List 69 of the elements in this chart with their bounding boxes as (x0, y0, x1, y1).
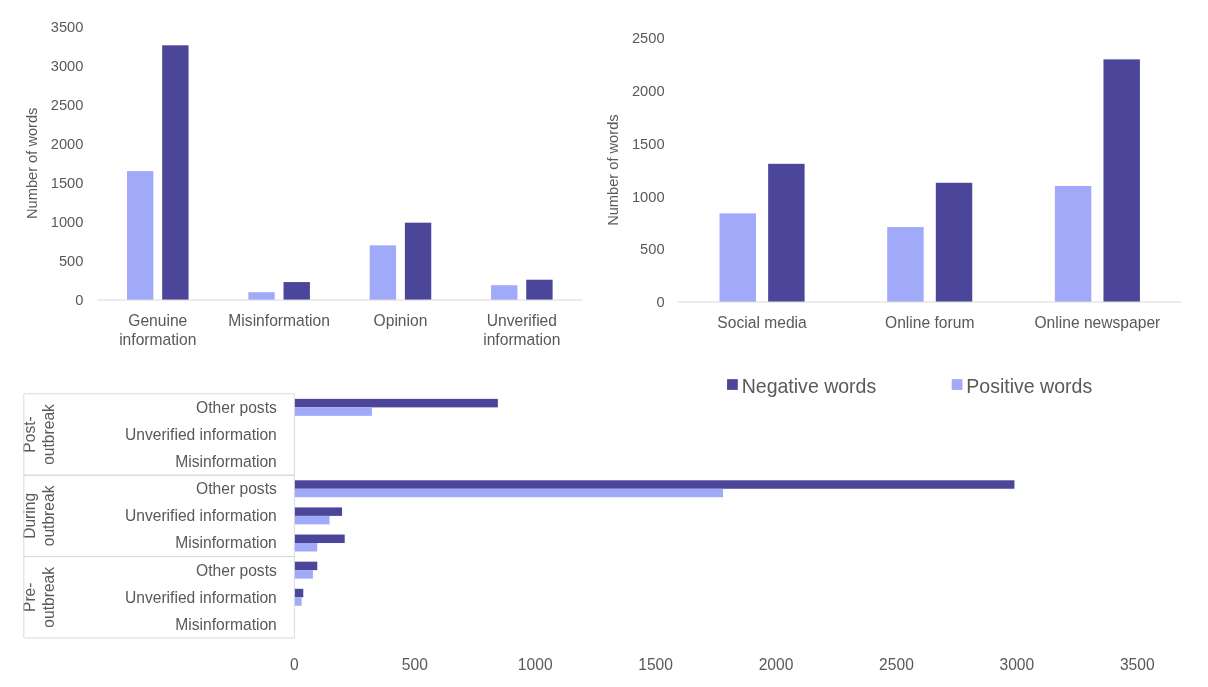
y-tick-label: Unverified information (124, 425, 277, 443)
y-tick-label: 2500 (50, 96, 84, 113)
bar (294, 570, 313, 579)
x-tick-label: 0 (290, 655, 300, 673)
x-tick-label: Unverified information (483, 312, 561, 348)
y-tick-label: 2000 (631, 83, 665, 100)
bar (294, 515, 330, 525)
bar (294, 407, 372, 416)
y-axis-title: Number of words (604, 114, 621, 226)
y-tick-label: 2000 (50, 135, 84, 152)
y-tick-label: Misinformation (175, 534, 277, 552)
x-tick-label: 3500 (1119, 655, 1155, 673)
bar (491, 285, 518, 301)
bar (283, 282, 310, 301)
x-tick-label: 1000 (517, 655, 553, 673)
bar (248, 292, 275, 301)
y-tick-label: 1500 (50, 174, 84, 191)
bar (404, 222, 432, 301)
text: Pre-outbreak (21, 566, 57, 628)
bar (126, 171, 154, 301)
bar (294, 597, 302, 606)
y-tick-label: Other posts (196, 480, 277, 498)
y-tick-label: 1000 (631, 188, 665, 205)
y-tick-label: 2500 (631, 30, 665, 47)
text: Post-outbreak (21, 403, 57, 465)
bar (294, 488, 724, 498)
y-tick-label: 1500 (631, 135, 665, 152)
x-tick-label: Online forum (885, 314, 975, 332)
y-tick-label: Unverified information (124, 588, 277, 606)
y-tick-label: 0 (75, 292, 84, 309)
y-tick-label: 0 (656, 294, 665, 311)
bar (294, 534, 345, 544)
x-tick-label: Genuine information (119, 312, 197, 348)
x-tick-label: 2000 (758, 655, 794, 673)
legend-label: Positive words (966, 374, 1093, 397)
bar (369, 245, 397, 301)
y-tick-label: 1000 (50, 214, 84, 231)
legend-label: Negative words (741, 374, 877, 397)
bar (294, 507, 343, 516)
y-tick-label: Misinformation (175, 615, 277, 633)
y-tick-label: 3000 (50, 57, 84, 74)
bar (1103, 59, 1140, 302)
y-axis-title: Number of words (23, 107, 40, 220)
x-tick-label: Misinformation (228, 312, 330, 330)
x-tick-label: Opinion (373, 312, 428, 330)
bar (294, 398, 498, 408)
x-tick-label: 2500 (879, 655, 915, 673)
bar (935, 182, 973, 302)
bar (294, 561, 318, 571)
y-tick-label: 500 (58, 253, 84, 270)
bar (719, 213, 756, 302)
bar (768, 163, 805, 302)
x-tick-label: 3000 (999, 655, 1035, 673)
bar (162, 45, 189, 301)
text: During outbreak (21, 485, 57, 547)
bar (887, 227, 924, 302)
bar (294, 480, 1015, 489)
bar (294, 543, 318, 552)
y-tick-label: Misinformation (175, 453, 277, 471)
x-tick-label: Social media (717, 314, 808, 332)
y-tick-label: Other posts (196, 398, 277, 416)
y-tick-label: 500 (640, 241, 665, 258)
y-tick-label: Other posts (196, 561, 277, 579)
x-tick-label: Online newspaper (1034, 314, 1161, 332)
y-tick-label: Unverified information (124, 507, 277, 525)
bar (526, 279, 553, 301)
bar (1054, 185, 1092, 302)
x-tick-label: 500 (401, 655, 429, 673)
y-tick-label: 3500 (50, 18, 84, 35)
